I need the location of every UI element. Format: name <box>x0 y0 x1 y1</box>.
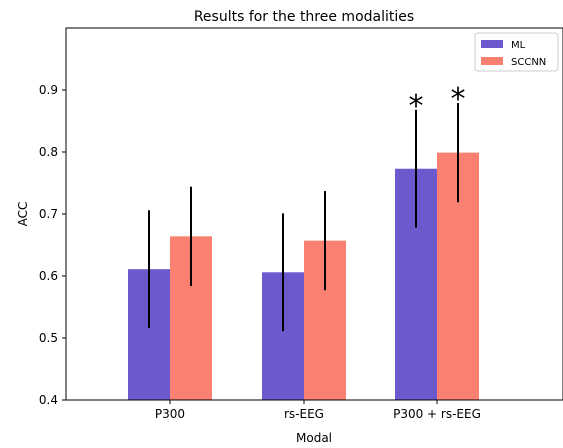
x-tick-label-2: P300 + rs-EEG <box>393 407 481 421</box>
x-axis-label: Modal <box>296 431 332 445</box>
y-tick-label-1: 0.5 <box>39 331 58 345</box>
axes: 0.4 0.5 0.6 0.7 0.8 0.9 P300 rs-EEG P300 + rs-EE… <box>39 83 481 421</box>
y-tick-label-5: 0.9 <box>39 83 58 97</box>
legend-label-ml: ML <box>511 40 526 51</box>
y-tick-label-0: 0.4 <box>39 393 58 407</box>
y-axis-label: ACC <box>16 202 30 227</box>
legend-swatch-ml <box>481 40 503 48</box>
chart-title: Results for the three modalities <box>194 9 414 25</box>
significance-marker-1: * <box>451 82 466 117</box>
y-tick-label-3: 0.7 <box>39 207 58 221</box>
legend-label-sccnn: SCCNN <box>511 57 546 68</box>
plot-area: * * <box>128 82 479 400</box>
legend: ML SCCNN <box>474 32 559 72</box>
y-tick-label-4: 0.8 <box>39 145 58 159</box>
x-tick-label-1: rs-EEG <box>284 407 324 421</box>
x-tick-label-0: P300 <box>155 407 185 421</box>
legend-swatch-sccnn <box>481 57 503 65</box>
y-tick-label-2: 0.6 <box>39 269 58 283</box>
significance-marker-0: * <box>409 89 424 124</box>
